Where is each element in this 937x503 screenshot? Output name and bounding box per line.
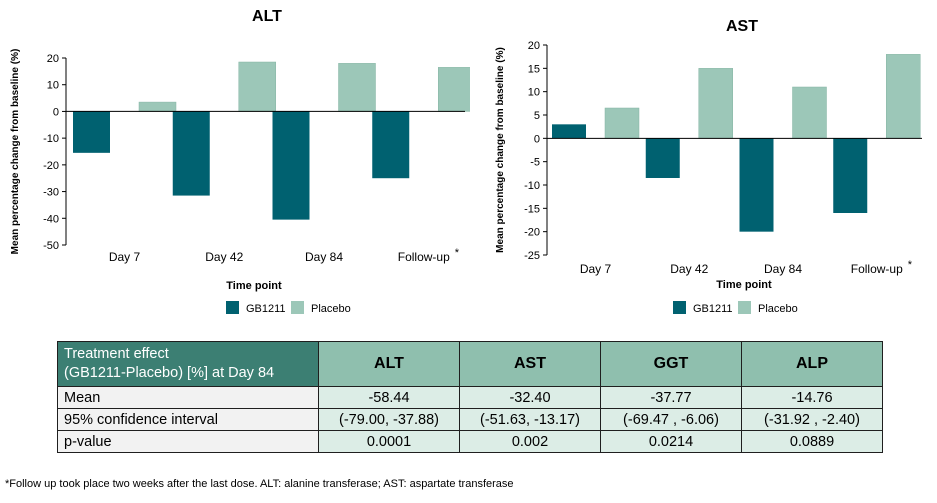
table-row-label: Mean bbox=[57, 386, 319, 409]
bar-gb1211 bbox=[372, 111, 410, 179]
y-tick-label: -10 bbox=[524, 180, 540, 192]
y-tick-label: -40 bbox=[43, 213, 59, 225]
bar-gb1211 bbox=[272, 111, 310, 220]
table-cell: 0.0001 bbox=[318, 430, 460, 453]
bar-placebo bbox=[886, 54, 921, 139]
chart-title: AST bbox=[726, 18, 758, 35]
y-axis-label: Mean percentage change from baseline (%) bbox=[495, 47, 506, 253]
x-tick-label: Follow-up bbox=[398, 250, 450, 264]
x-axis-label: Time point bbox=[716, 279, 772, 291]
y-tick-label: -20 bbox=[524, 227, 540, 239]
table-col-ggt: GGT bbox=[600, 341, 742, 387]
y-axis-label: Mean percentage change from baseline (%) bbox=[10, 49, 21, 255]
x-tick-label: Follow-up bbox=[851, 262, 903, 276]
y-tick-label: 10 bbox=[47, 80, 59, 92]
treatment-effect-table: Treatment effect (GB1211-Placebo) [%] at… bbox=[57, 341, 883, 453]
footnote: *Follow up took place two weeks after th… bbox=[5, 478, 514, 490]
y-tick-label: -30 bbox=[43, 187, 59, 199]
table-row-label: p-value bbox=[57, 430, 319, 453]
table-cell: -37.77 bbox=[600, 386, 742, 409]
table-row: p-value 0.0001 0.002 0.0214 0.0889 bbox=[57, 430, 883, 453]
legend-label: GB1211 bbox=[693, 303, 733, 315]
table-row: 95% confidence interval (-79.00, -37.88)… bbox=[57, 408, 883, 431]
table-cell: (-31.92 , -2.40) bbox=[741, 408, 883, 431]
table-cell: 0.0889 bbox=[741, 430, 883, 453]
ast-chart: AST 20 15 10 5 0 -5 -10 -15 -20 -25 Day 7 Day 42 Day … bbox=[495, 18, 922, 315]
x-tick-label: Day 7 bbox=[109, 250, 141, 264]
legend-swatch-placebo bbox=[738, 301, 751, 314]
y-tick-label: 20 bbox=[47, 53, 59, 65]
legend-swatch-placebo bbox=[291, 301, 304, 314]
chart-title: ALT bbox=[252, 8, 282, 25]
y-tick-label: 0 bbox=[534, 133, 540, 145]
legend-label: Placebo bbox=[311, 303, 351, 315]
bar-gb1211 bbox=[739, 138, 774, 232]
bar-placebo bbox=[792, 86, 827, 139]
bar-placebo bbox=[604, 107, 640, 139]
table-header-line2: (GB1211-Placebo) [%] at Day 84 bbox=[64, 365, 275, 381]
table-cell: (-69.47 , -6.06) bbox=[600, 408, 742, 431]
legend-label: Placebo bbox=[758, 303, 798, 315]
y-tick-label: 15 bbox=[528, 63, 540, 75]
y-tick-label: -15 bbox=[524, 203, 540, 215]
x-tick-label: Day 7 bbox=[580, 262, 612, 276]
y-tick-label: -5 bbox=[530, 157, 540, 169]
table-header-row: Treatment effect (GB1211-Placebo) [%] at… bbox=[57, 341, 883, 387]
legend-swatch-gb1211 bbox=[673, 301, 686, 314]
bar-placebo bbox=[238, 61, 276, 112]
x-tick-label: Day 42 bbox=[205, 250, 243, 264]
bar-gb1211 bbox=[73, 111, 110, 153]
legend-swatch-gb1211 bbox=[226, 301, 239, 314]
y-tick-label: 20 bbox=[528, 40, 540, 52]
x-tick-label: Day 84 bbox=[764, 262, 802, 276]
bar-gb1211 bbox=[833, 138, 868, 213]
table-cell: 0.002 bbox=[459, 430, 601, 453]
table-col-alp: ALP bbox=[741, 341, 883, 387]
table-header-line1: Treatment effect bbox=[64, 346, 169, 362]
y-tick-label: -20 bbox=[43, 160, 59, 172]
y-tick-label: 10 bbox=[528, 87, 540, 99]
table-cell: -58.44 bbox=[318, 386, 460, 409]
y-tick-label: 5 bbox=[534, 110, 540, 122]
table-row: Mean -58.44 -32.40 -37.77 -14.76 bbox=[57, 386, 883, 409]
bar-placebo bbox=[138, 101, 177, 112]
x-tick-label: Day 84 bbox=[305, 250, 343, 264]
x-tick-label: Day 42 bbox=[670, 262, 708, 276]
y-tick-label: -10 bbox=[43, 133, 59, 145]
table-cell: 0.0214 bbox=[600, 430, 742, 453]
bar-gb1211 bbox=[552, 124, 586, 139]
table-cell: (-79.00, -37.88) bbox=[318, 408, 460, 431]
table-col-alt: ALT bbox=[318, 341, 460, 387]
bar-placebo bbox=[698, 68, 733, 139]
table-header-label: Treatment effect (GB1211-Placebo) [%] at… bbox=[57, 341, 319, 387]
x-tick-note: * bbox=[455, 247, 460, 259]
bar-gb1211 bbox=[172, 111, 210, 196]
table-col-ast: AST bbox=[459, 341, 601, 387]
legend-label: GB1211 bbox=[246, 303, 286, 315]
table-row-label: 95% confidence interval bbox=[57, 408, 319, 431]
bar-placebo bbox=[438, 67, 470, 112]
table-cell: -14.76 bbox=[741, 386, 883, 409]
bar-placebo bbox=[338, 63, 376, 112]
table-cell: -32.40 bbox=[459, 386, 601, 409]
x-axis-label: Time point bbox=[226, 280, 282, 292]
y-tick-label: 0 bbox=[53, 106, 59, 118]
bar-gb1211 bbox=[645, 138, 680, 178]
x-tick-note: * bbox=[908, 259, 913, 271]
y-tick-label: -50 bbox=[43, 240, 59, 252]
alt-chart: ALT 20 10 0 -10 -20 -30 -40 -50 Day 7 Day 42 Day 84… bbox=[10, 8, 470, 315]
table-cell: (-51.63, -13.17) bbox=[459, 408, 601, 431]
y-tick-label: -25 bbox=[524, 250, 540, 262]
